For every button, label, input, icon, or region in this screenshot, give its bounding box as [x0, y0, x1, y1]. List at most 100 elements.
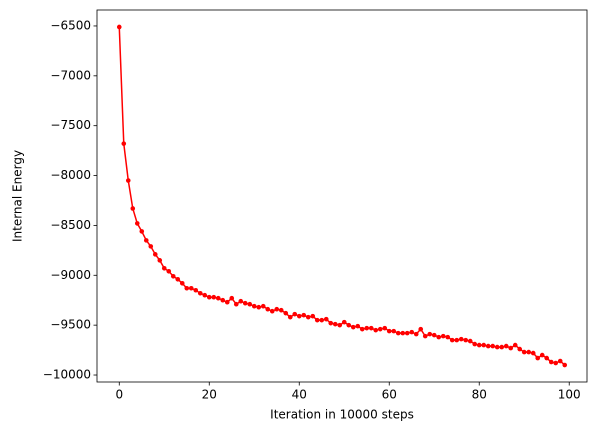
point	[544, 355, 550, 361]
point	[175, 276, 181, 282]
point	[287, 314, 293, 320]
point	[134, 221, 140, 226]
y-tick-label: −7000	[50, 68, 91, 82]
point	[247, 301, 253, 307]
point	[557, 358, 563, 364]
point	[337, 322, 343, 328]
point	[355, 323, 361, 329]
y-tick-label: −8000	[50, 168, 91, 182]
point	[121, 141, 127, 146]
point	[445, 334, 451, 340]
point	[359, 326, 365, 332]
point	[517, 346, 523, 352]
line	[118, 26, 566, 366]
point	[188, 285, 194, 291]
point	[323, 316, 329, 322]
y-tick-label: −6500	[50, 18, 91, 32]
point	[319, 317, 325, 323]
point	[463, 337, 469, 343]
point	[431, 332, 437, 338]
x-tick-label: 100	[558, 388, 581, 402]
point	[422, 333, 428, 339]
x-axis-label: Iteration in 10000 steps	[270, 408, 414, 422]
point	[530, 350, 536, 356]
point	[301, 312, 307, 318]
point	[251, 303, 257, 309]
point	[373, 327, 379, 333]
point	[269, 308, 275, 314]
point	[296, 313, 302, 319]
point	[526, 349, 532, 355]
point	[368, 325, 374, 331]
point	[377, 326, 383, 332]
point	[143, 238, 149, 243]
x-tick-label: 0	[115, 388, 123, 402]
point	[436, 334, 442, 340]
point	[220, 297, 226, 303]
y-tick-label: −8500	[50, 218, 91, 232]
point	[161, 266, 167, 271]
point	[454, 337, 460, 343]
point	[125, 178, 131, 183]
point	[148, 244, 154, 249]
x-tick-label: 80	[472, 388, 487, 402]
point	[310, 313, 316, 319]
y-tick-label: −7500	[50, 118, 91, 132]
point	[409, 329, 415, 335]
point	[476, 342, 482, 348]
point	[224, 299, 230, 305]
point	[521, 349, 527, 355]
point	[238, 298, 244, 304]
point	[152, 252, 158, 257]
point	[382, 325, 388, 331]
point	[512, 342, 518, 348]
y-tick-label: −10000	[43, 368, 91, 382]
point	[139, 229, 145, 234]
point	[229, 295, 235, 301]
point	[386, 328, 392, 334]
point	[116, 24, 122, 30]
point	[481, 342, 487, 348]
point	[364, 325, 370, 331]
point	[215, 295, 221, 301]
point	[197, 290, 203, 296]
point	[391, 328, 397, 334]
y-tick-label: −9500	[50, 318, 91, 332]
point	[170, 273, 176, 279]
point	[485, 343, 491, 349]
point	[508, 345, 514, 351]
point	[130, 206, 136, 211]
point	[242, 300, 248, 306]
x-tick-label: 60	[382, 388, 397, 402]
point	[503, 343, 509, 349]
point	[535, 355, 541, 361]
point	[539, 352, 545, 358]
point	[494, 344, 500, 350]
x-tick-label: 20	[202, 388, 217, 402]
point	[283, 310, 289, 316]
point	[490, 343, 496, 349]
point	[256, 304, 262, 310]
point	[346, 322, 352, 328]
x-tick-label: 40	[292, 388, 307, 402]
point	[395, 330, 401, 336]
point	[467, 338, 473, 344]
point	[332, 321, 338, 327]
y-tick-label: −9000	[50, 268, 91, 282]
point	[328, 320, 334, 326]
point	[427, 331, 433, 337]
point	[472, 341, 478, 347]
point	[553, 360, 559, 366]
point	[404, 330, 410, 336]
point	[265, 306, 271, 312]
point	[157, 258, 163, 263]
point	[314, 317, 320, 323]
point	[211, 294, 217, 300]
point	[499, 344, 505, 350]
point	[458, 336, 464, 342]
point	[193, 287, 199, 293]
point	[179, 280, 185, 286]
point	[341, 319, 347, 325]
